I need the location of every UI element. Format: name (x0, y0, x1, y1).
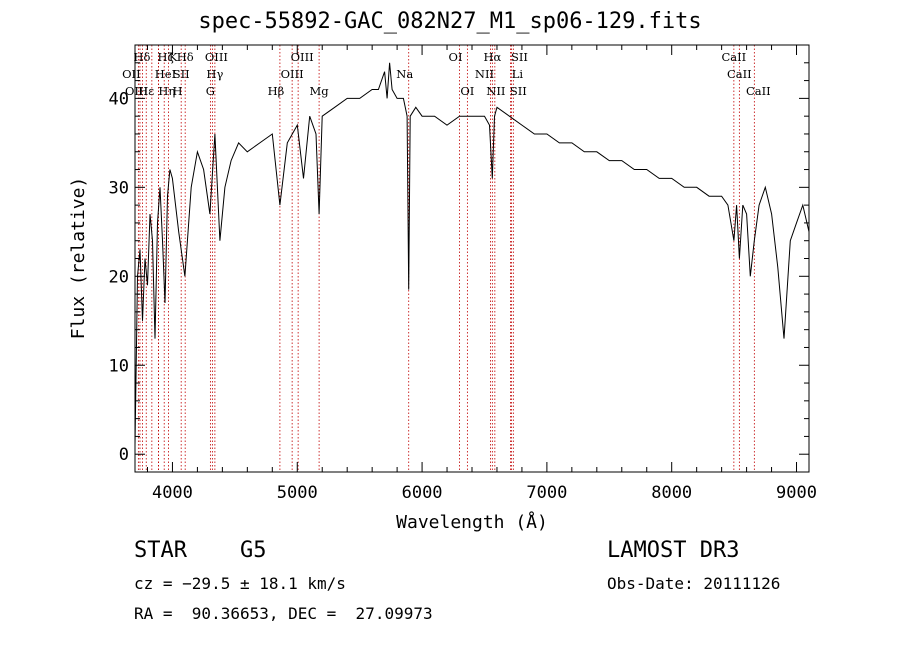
spectral-line-label-21: NII (475, 67, 494, 81)
object-class-text: STAR (134, 538, 187, 563)
x-tick-label: 7000 (526, 483, 567, 503)
x-tick-label: 9000 (776, 483, 817, 503)
object-subclass: G5 (239, 538, 267, 563)
x-tick-label: 5000 (277, 483, 318, 503)
x-axis-label: Wavelength (Å) (396, 511, 548, 533)
x-tick-label: 4000 (152, 483, 193, 503)
y-axis-label: Flux (relative) (68, 177, 89, 340)
spectral-line-label-20: OI (460, 84, 474, 98)
emission-line-markers (137, 45, 755, 472)
spectral-line-label-19: OI (449, 50, 463, 64)
spectral-line-label-26: SII (510, 84, 527, 98)
spectral-line-label-28: CaII (727, 67, 752, 81)
y-tick-label: 20 (109, 267, 129, 287)
x-tick-label: 8000 (651, 483, 692, 503)
spectral-line-label-7: H (173, 84, 183, 98)
spectral-line-label-9: SII (173, 67, 190, 81)
spectral-line-label-27: CaII (721, 50, 746, 64)
spectral-line-label-2: OIII (125, 84, 148, 98)
plot-frame (134, 44, 810, 473)
spectral-line-label-14: Hβ (268, 84, 285, 98)
flux-series-line (134, 62, 810, 446)
spectral-line-label-22: Hα (483, 50, 501, 64)
spectral-line-label-11: OIII (205, 50, 228, 64)
object-class: STAR G5 (134, 538, 266, 563)
spectral-line-label-1: OII (122, 67, 141, 81)
spectral-line-label-15: OIII (281, 67, 304, 81)
coordinates: RA = 90.36653, DEC = 27.09973 (134, 604, 433, 623)
y-tick-label: 30 (109, 178, 129, 198)
axis-tick-labels: 4000 5000 6000 7000 8000 9000 0 10 20 30 40 (109, 89, 817, 503)
spectral-line-label-12: Hγ (206, 67, 223, 81)
spectral-line-label-6: K (169, 50, 178, 64)
spectral-line-label-23: NII (486, 84, 505, 98)
spectral-line-label-3: Hε (138, 84, 154, 98)
spectral-line-label-10: Hδ (177, 50, 194, 64)
spectral-line-label-8: HeI (155, 67, 176, 81)
spectral-line-label-0: Hδ (134, 50, 151, 64)
y-tick-label: 0 (119, 445, 129, 465)
x-tick-label: 6000 (402, 483, 443, 503)
spectral-line-label-25: Li (512, 67, 524, 81)
spectral-line-label-16: OIII (291, 50, 314, 64)
spectral-line-label-5: Hζ (157, 50, 173, 64)
redshift-cz: cz = −29.5 ± 18.1 km/s (134, 574, 346, 593)
observation-date: Obs-Date: 20111126 (607, 574, 781, 593)
spectral-line-label-18: Na (396, 67, 413, 81)
spectral-line-label-13: G (206, 84, 215, 98)
y-tick-label: 40 (109, 89, 129, 109)
survey-name: LAMOST DR3 (607, 538, 740, 563)
spectral-line-label-17: Mg (310, 84, 330, 98)
spectral-line-label-24: SII (511, 50, 528, 64)
spectral-line-label-29: CaII (746, 84, 771, 98)
axis-ticks (135, 45, 809, 472)
y-tick-label: 10 (109, 356, 129, 376)
chart-title: spec-55892-GAC_082N27_M1_sp06-129.fits (198, 9, 702, 34)
spectral-line-label-4: Hη (158, 84, 175, 98)
